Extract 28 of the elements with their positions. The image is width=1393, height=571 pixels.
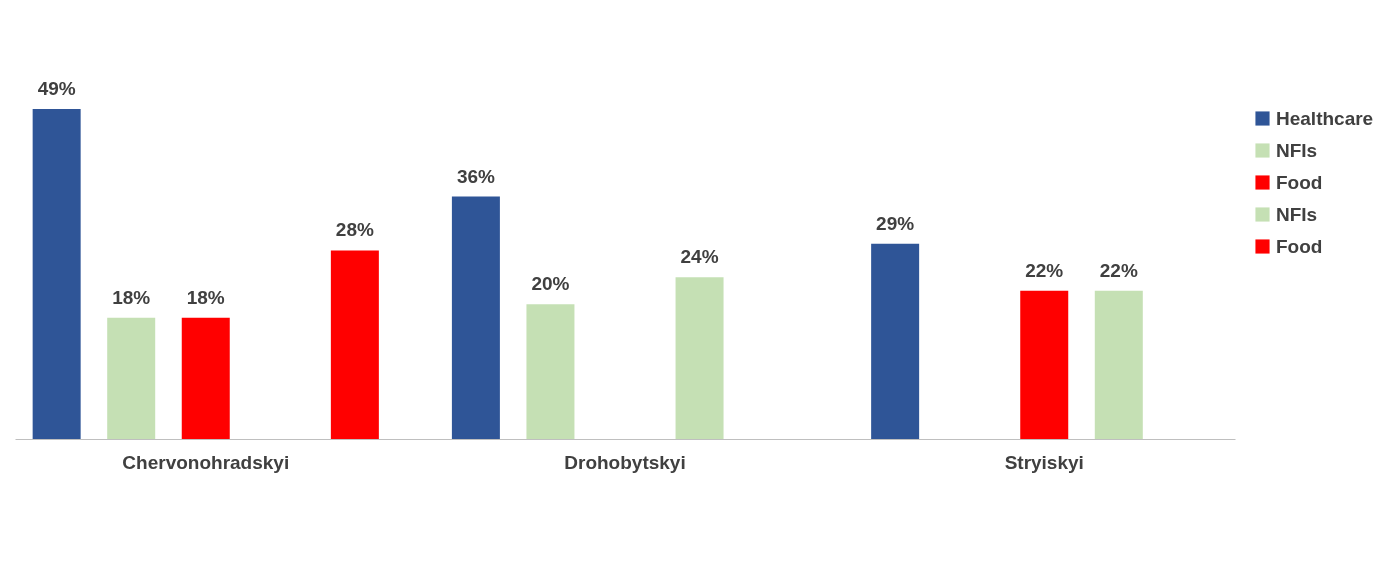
x-tick-label: Chervonohradskyi [122, 451, 290, 473]
legend-label: Healthcare [1276, 107, 1374, 129]
data-label: 49% [37, 78, 76, 99]
bar [107, 317, 156, 439]
bar [871, 243, 920, 439]
bar [526, 304, 575, 439]
bar [330, 250, 379, 439]
legend-label: NFIs [1276, 203, 1318, 225]
data-label: 20% [531, 273, 570, 295]
bar [32, 109, 81, 439]
bar [1020, 290, 1069, 439]
x-tick-label: Stryiskyi [1004, 451, 1084, 473]
data-label: 18% [112, 286, 151, 308]
data-label: 18% [186, 286, 225, 308]
legend-label: Food [1276, 235, 1323, 257]
x-tick-label: Drohobytskyi [564, 451, 686, 473]
data-label: 24% [680, 246, 719, 268]
legend-label: NFIs [1276, 139, 1318, 161]
bar [675, 277, 724, 439]
legend-label: Food [1276, 171, 1323, 193]
data-label: 28% [335, 219, 374, 241]
bar [181, 317, 230, 439]
bar [1094, 290, 1143, 439]
data-label: 22% [1099, 259, 1138, 281]
bar [451, 196, 500, 439]
data-label: 36% [456, 165, 496, 187]
data-label: 29% [876, 212, 915, 234]
data-label: 22% [1025, 259, 1064, 281]
